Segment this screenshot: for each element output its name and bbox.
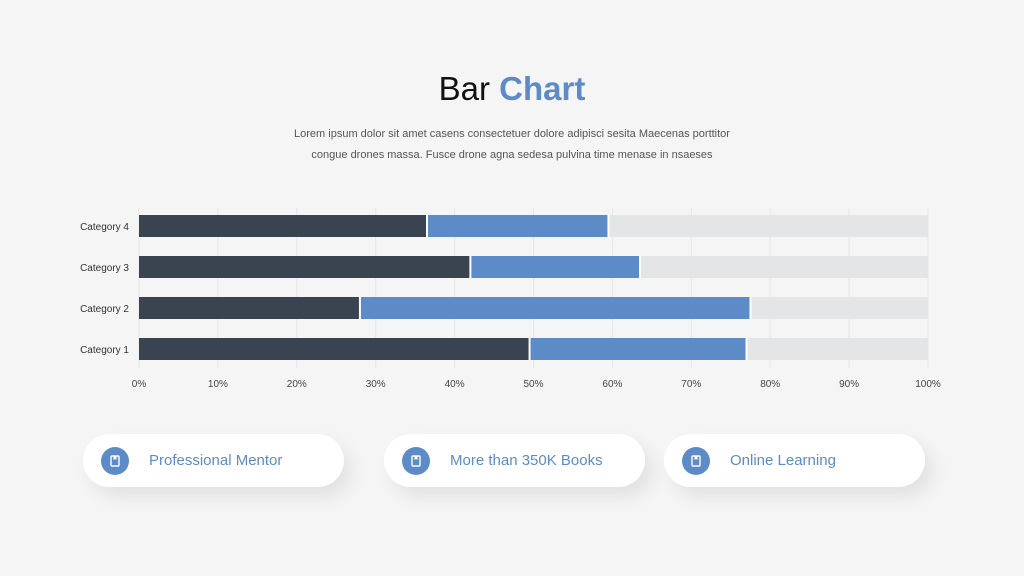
feature-pill-professional-mentor[interactable]: Professional Mentor xyxy=(83,434,344,487)
feature-label: Professional Mentor xyxy=(149,452,283,469)
book-icon xyxy=(402,446,430,475)
category-label: Category 1 xyxy=(80,345,129,356)
feature-label: More than 350K Books xyxy=(450,452,603,469)
bar-segment xyxy=(359,297,751,319)
bar-segment xyxy=(139,338,530,360)
bar-segment xyxy=(640,256,928,278)
bar-segment xyxy=(746,338,928,360)
subtitle-line2: congue drones massa. Fusce drone agna se… xyxy=(311,149,713,161)
bar-segment xyxy=(139,215,427,237)
book-icon xyxy=(682,446,710,475)
subtitle: Lorem ipsum dolor sit amet casens consec… xyxy=(212,124,812,166)
x-tick-label: 40% xyxy=(445,379,465,390)
bar-segment xyxy=(426,215,609,237)
x-tick-label: 80% xyxy=(760,379,780,390)
x-tick-label: 0% xyxy=(132,379,147,390)
x-tick-label: 10% xyxy=(208,379,228,390)
bar-segment xyxy=(139,297,360,319)
feature-label: Online Learning xyxy=(730,452,836,469)
title-part2: Chart xyxy=(499,70,586,107)
x-tick-label: 30% xyxy=(366,379,386,390)
x-tick-label: 90% xyxy=(839,379,859,390)
x-tick-label: 50% xyxy=(523,379,543,390)
subtitle-line1: Lorem ipsum dolor sit amet casens consec… xyxy=(294,128,730,140)
book-icon xyxy=(101,446,129,475)
feature-pill-books[interactable]: More than 350K Books xyxy=(384,434,645,487)
x-tick-label: 70% xyxy=(681,379,701,390)
title-part1: Bar xyxy=(438,70,490,107)
bar-segment xyxy=(608,215,928,237)
category-label: Category 3 xyxy=(80,263,129,274)
bar-chart: Category 1 Category 2 Category 3 Category 4… xyxy=(80,208,941,390)
category-label: Category 4 xyxy=(80,222,129,233)
feature-pill-online-learning[interactable]: Online Learning xyxy=(664,434,925,487)
bar-segment xyxy=(139,256,471,278)
bar-segment xyxy=(750,297,928,319)
page-title: Bar Chart xyxy=(0,70,1024,108)
x-tick-label: 20% xyxy=(287,379,307,390)
x-tick-label: 60% xyxy=(602,379,622,390)
x-tick-label: 100% xyxy=(915,379,941,390)
category-label: Category 2 xyxy=(80,304,129,315)
bar-segment xyxy=(529,338,747,360)
bar-segment xyxy=(470,256,641,278)
